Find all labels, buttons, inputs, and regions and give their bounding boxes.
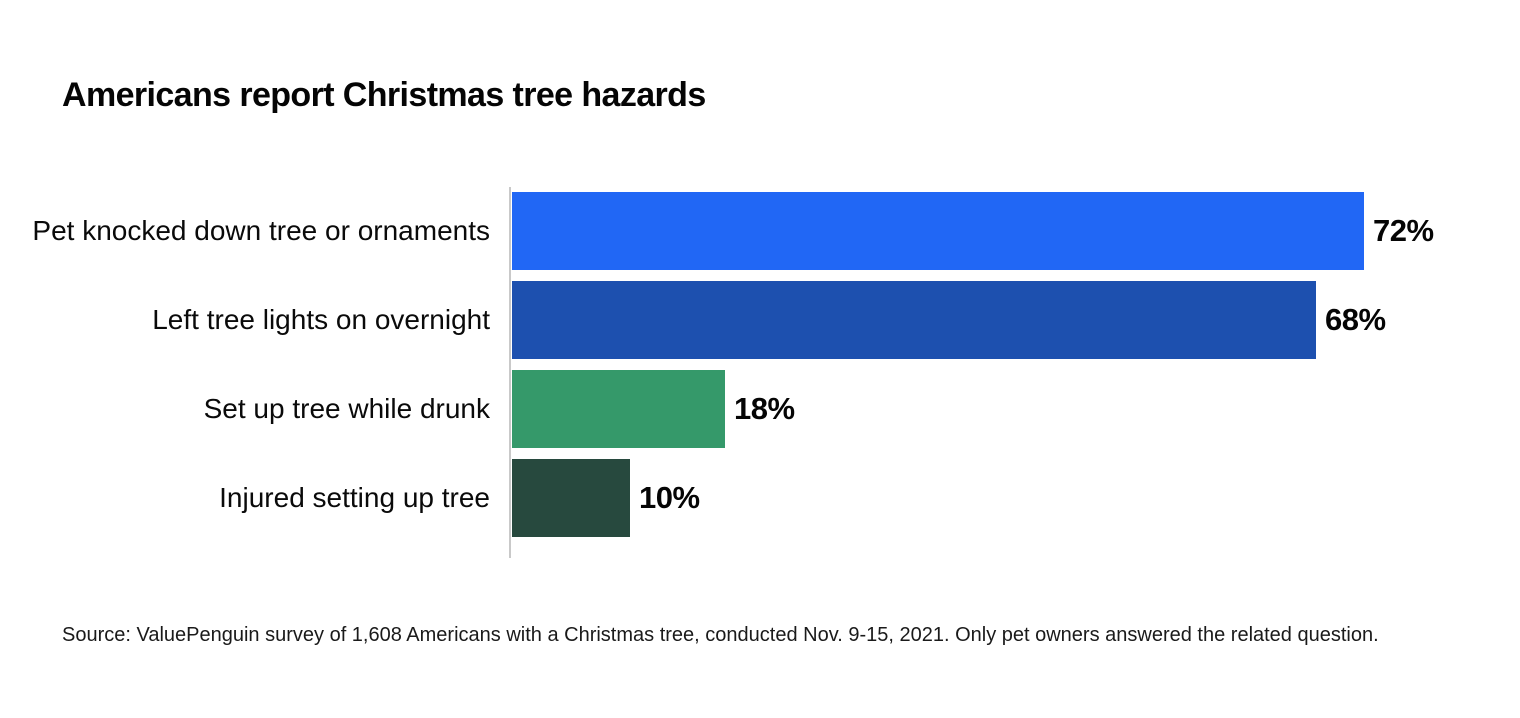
bar-value-label: 68%	[1325, 302, 1386, 337]
bar	[512, 370, 725, 448]
bar-area: 72%	[512, 192, 1520, 270]
bar-area: 18%	[512, 370, 1520, 448]
bar-row: Left tree lights on overnight 68%	[0, 281, 1520, 359]
bar-row: Set up tree while drunk 18%	[0, 370, 1520, 448]
bar-chart: Pet knocked down tree or ornaments 72% L…	[0, 187, 1520, 558]
chart-title: Americans report Christmas tree hazards	[62, 76, 706, 114]
bar-value-label: 10%	[639, 480, 700, 515]
bar-category-label: Pet knocked down tree or ornaments	[32, 214, 490, 246]
bar-category-label: Injured setting up tree	[219, 481, 490, 513]
bar-area: 68%	[512, 281, 1520, 359]
bar-row: Injured setting up tree 10%	[0, 459, 1520, 537]
bar-rows: Pet knocked down tree or ornaments 72% L…	[0, 192, 1520, 537]
bar-value-label: 72%	[1373, 213, 1434, 248]
y-axis-line	[509, 187, 511, 558]
bar-area: 10%	[512, 459, 1520, 537]
bar	[512, 459, 630, 537]
bar-row: Pet knocked down tree or ornaments 72%	[0, 192, 1520, 270]
source-note: Source: ValuePenguin survey of 1,608 Ame…	[62, 624, 1379, 646]
bar-value-label: 18%	[734, 391, 795, 426]
bar-category-label: Left tree lights on overnight	[152, 303, 490, 335]
bar-category-label: Set up tree while drunk	[203, 392, 490, 424]
bar	[512, 281, 1316, 359]
bar	[512, 192, 1364, 270]
